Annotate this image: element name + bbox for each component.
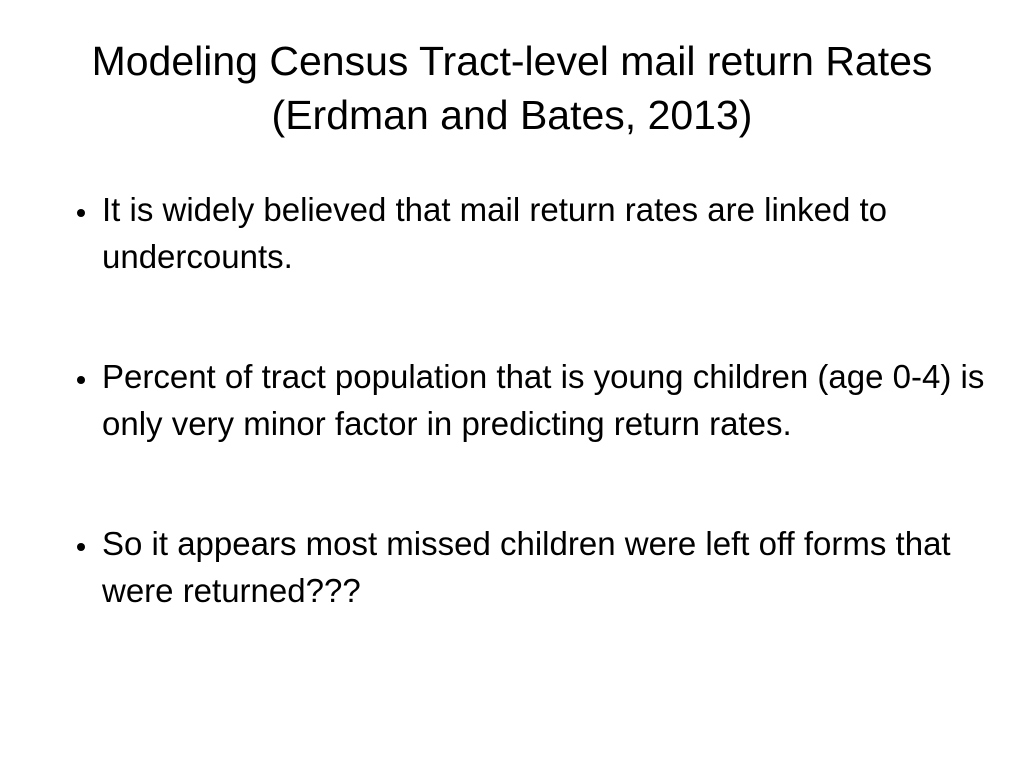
slide-title: Modeling Census Tract-level mail return … bbox=[91, 38, 933, 138]
bullet: So it appears most missed children were … bbox=[100, 520, 990, 614]
bullet: It is widely believed that mail return r… bbox=[100, 186, 990, 280]
bullet-list: It is widely believed that mail return r… bbox=[62, 186, 990, 687]
bullet: Percent of tract population that is youn… bbox=[100, 353, 990, 447]
